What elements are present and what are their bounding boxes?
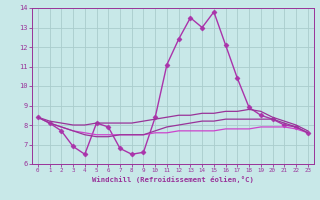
X-axis label: Windchill (Refroidissement éolien,°C): Windchill (Refroidissement éolien,°C) — [92, 176, 254, 183]
